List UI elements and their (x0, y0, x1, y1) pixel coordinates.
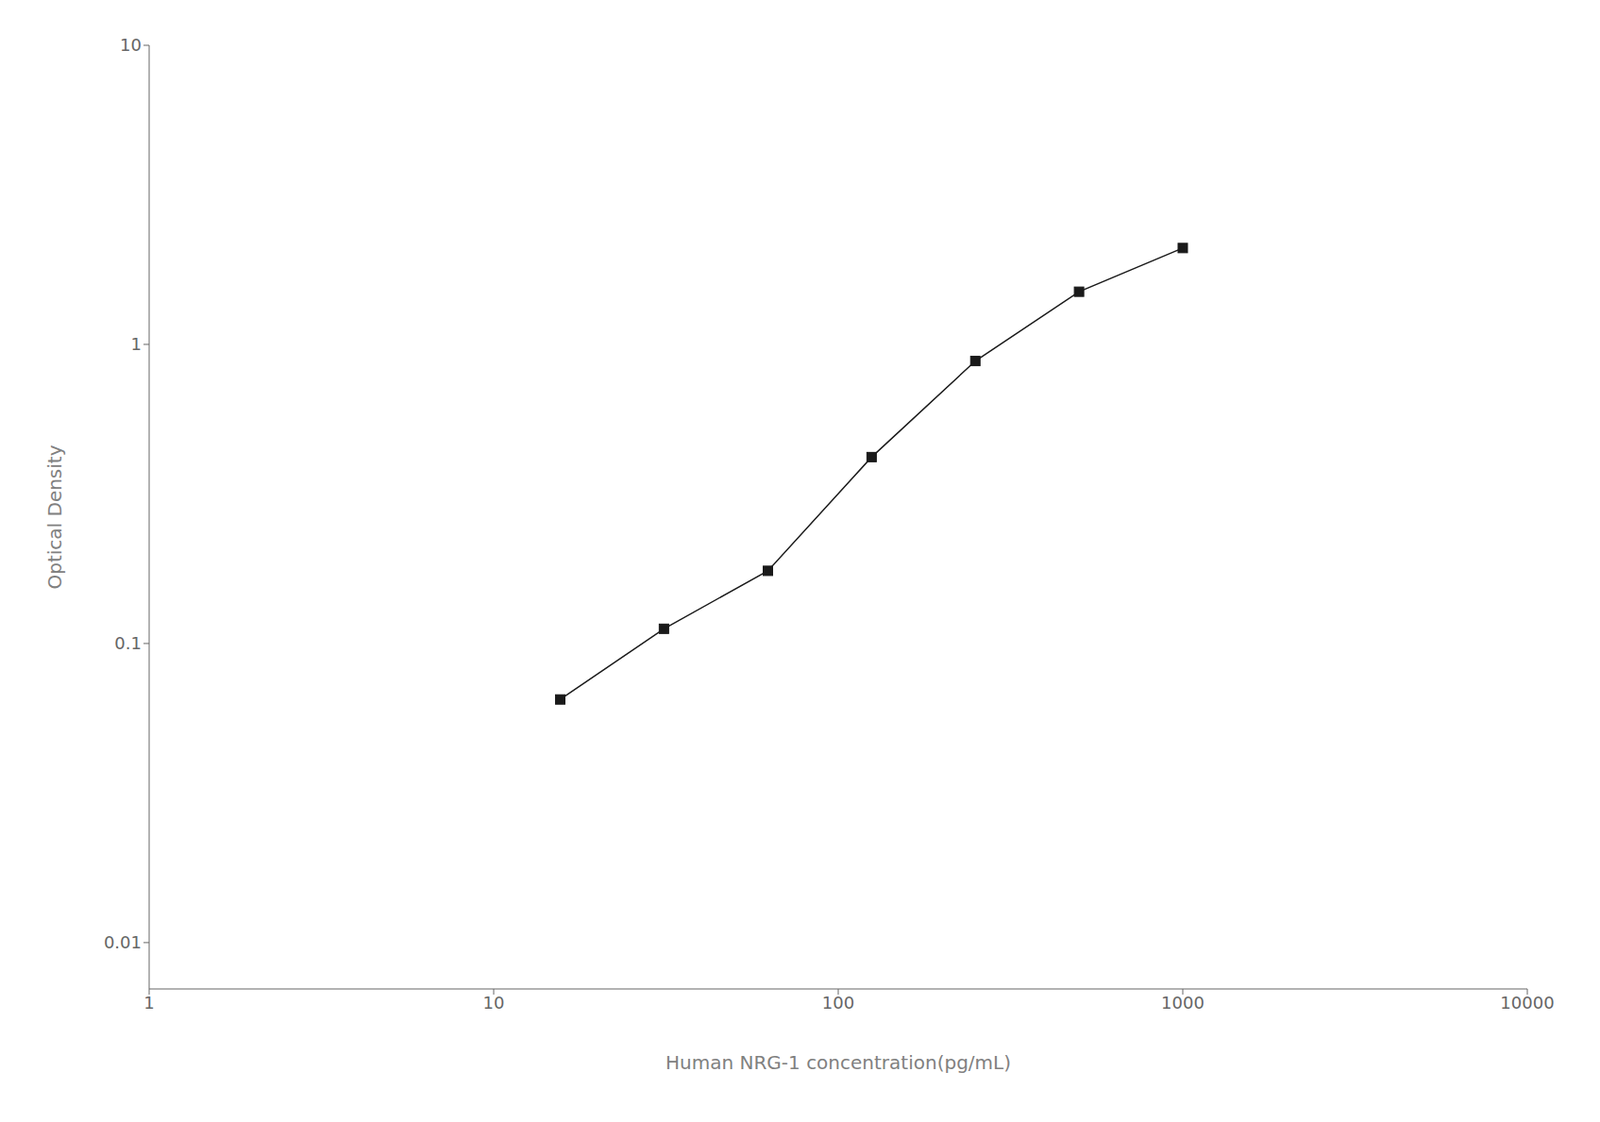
svg-text:Optical Density: Optical Density (43, 444, 67, 590)
svg-text:0.01: 0.01 (103, 932, 142, 953)
svg-text:1: 1 (143, 993, 154, 1013)
svg-text:10: 10 (483, 993, 506, 1013)
svg-text:100: 100 (822, 993, 855, 1013)
svg-text:10: 10 (119, 34, 142, 55)
svg-text:10000: 10000 (1499, 993, 1554, 1013)
svg-text:0.1: 0.1 (114, 633, 142, 654)
svg-text:1000: 1000 (1161, 993, 1205, 1013)
svg-text:1: 1 (131, 334, 142, 354)
svg-text:Human NRG-1 concentration(pg/m: Human NRG-1 concentration(pg/mL) (665, 1051, 1011, 1075)
